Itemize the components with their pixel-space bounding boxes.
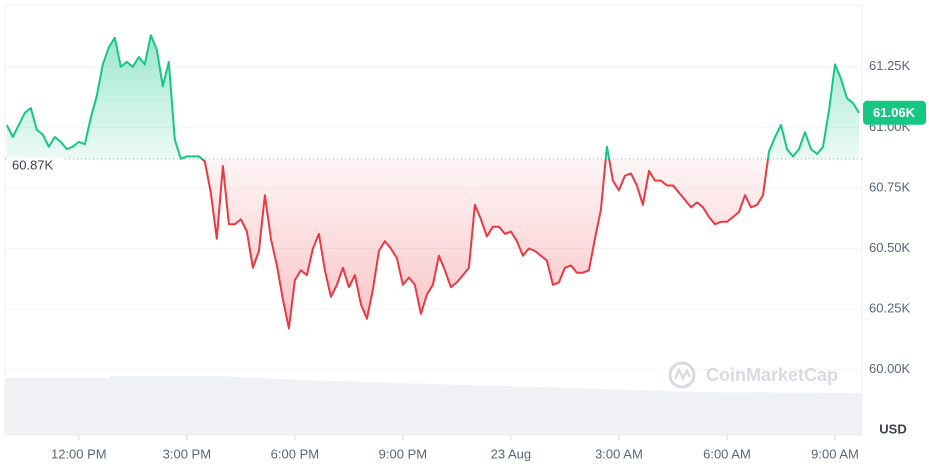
watermark-text: CoinMarketCap [706,365,838,385]
x-tick-label: 6:00 PM [271,446,319,461]
watermark: CoinMarketCap [668,361,838,389]
area-fill [6,35,860,329]
y-tick-label: 61.25K [869,58,911,73]
y-tick-label: 60.25K [869,300,911,315]
y-tick-label: 60.50K [869,240,911,255]
baseline-label-bg [8,157,64,174]
x-tick-label: 6:00 AM [703,446,751,461]
x-tick-label: 3:00 AM [595,446,643,461]
y-axis-unit: USD [879,421,906,436]
last-price-label: 61.06K [873,105,916,120]
last-price-badge [863,100,926,125]
x-tick-label: 9:00 PM [379,446,427,461]
baseline-label: 60.87K [12,157,54,172]
x-tick-label: 12:00 PM [51,446,107,461]
y-tick-label: 60.75K [869,179,911,194]
x-tick-label: 9:00 AM [811,446,859,461]
y-tick-label: 60.00K [869,361,911,376]
price-line [5,34,860,330]
volume-area [5,376,862,435]
x-tick-label: 23 Aug [491,446,532,461]
x-tick-label: 3:00 PM [163,446,211,461]
